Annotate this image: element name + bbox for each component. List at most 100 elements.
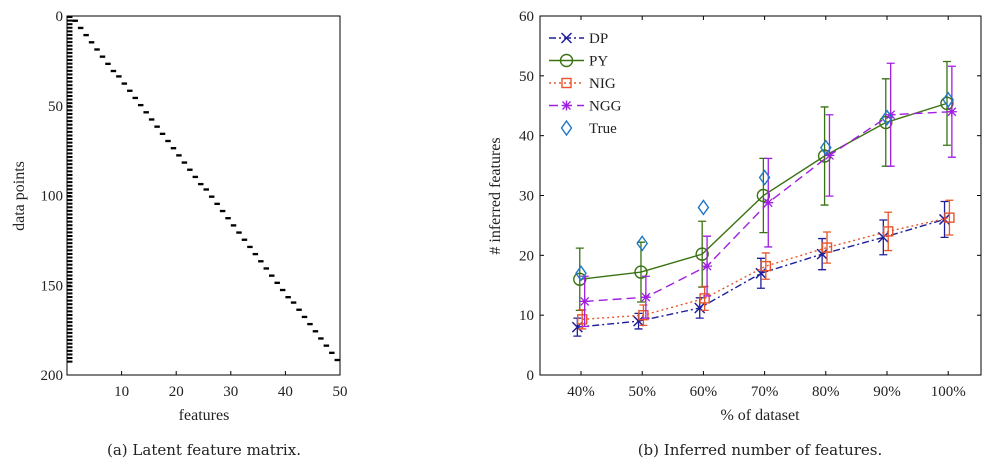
matrix-cell xyxy=(198,182,204,186)
data-point xyxy=(638,309,649,321)
matrix-cell xyxy=(67,263,73,266)
data-point xyxy=(883,226,894,237)
matrix-cell xyxy=(67,217,73,220)
matrix-cell xyxy=(67,252,73,255)
legend-item-py: PY xyxy=(549,54,608,70)
latent-feature-matrix-panel: 10 20 30 40 50 0 50 100 150 200 features data po… xyxy=(11,9,348,459)
x-tick-label: 40% xyxy=(567,384,595,400)
matrix-cell xyxy=(230,224,237,227)
matrix-cell xyxy=(241,238,248,241)
matrix-cell xyxy=(67,270,73,273)
matrix-x-ticks: 10 20 30 40 50 xyxy=(114,371,348,400)
matrix-cell xyxy=(88,41,95,44)
matrix-cell xyxy=(67,181,73,184)
matrix-cell xyxy=(83,33,89,37)
series-true xyxy=(575,91,955,282)
legend-label: DP xyxy=(589,31,608,47)
matrix-cell xyxy=(258,260,264,263)
data-point xyxy=(640,292,651,303)
matrix-cell xyxy=(67,342,73,345)
matrix-cell xyxy=(67,274,73,277)
matrix-cell xyxy=(67,231,73,234)
matrix-cell xyxy=(67,163,73,166)
data-point xyxy=(575,265,587,282)
matrix-cell xyxy=(67,112,73,115)
matrix-cell xyxy=(208,195,215,198)
x-tick-label: 10 xyxy=(114,384,129,400)
matrix-cell xyxy=(67,328,73,331)
matrix-cell xyxy=(67,288,73,291)
matrix-cell xyxy=(67,299,73,302)
matrix-cell xyxy=(137,103,144,107)
matrix-cell xyxy=(67,109,73,112)
matrix-cell xyxy=(67,98,73,101)
data-point xyxy=(636,235,649,252)
matrix-cell xyxy=(148,118,155,121)
matrix-x-label: features xyxy=(179,407,230,424)
legend-marker xyxy=(560,32,573,44)
matrix-cell xyxy=(67,188,73,191)
matrix-cell xyxy=(67,69,73,72)
legend-label: NGG xyxy=(589,99,622,115)
matrix-cell xyxy=(67,55,73,58)
matrix-cell xyxy=(67,195,73,198)
matrix-cell xyxy=(67,249,73,252)
matrix-cell xyxy=(247,245,253,249)
matrix-cell xyxy=(219,209,226,213)
plot-x-ticks: 40% 50% 60% 70% 80% 90% 100% xyxy=(567,16,966,400)
matrix-cell xyxy=(67,278,73,281)
inferred-features-panel: 0 10 20 30 40 50 60 40% 50% 60% 70% 80% 90% 100% DP P… xyxy=(487,9,982,459)
y-tick-label: 0 xyxy=(56,9,64,25)
matrix-cell xyxy=(274,281,280,284)
legend-marker xyxy=(561,100,572,111)
matrix-cell xyxy=(67,94,73,97)
matrix-cell xyxy=(67,152,73,155)
series-dp xyxy=(571,200,951,337)
plot-series xyxy=(571,60,957,337)
matrix-cell xyxy=(67,256,73,259)
matrix-cell xyxy=(67,177,73,180)
matrix-cell xyxy=(67,224,73,227)
error-bar xyxy=(945,199,954,236)
data-point xyxy=(573,272,587,286)
matrix-cell xyxy=(67,360,73,363)
data-point xyxy=(881,109,893,126)
legend-label: NIG xyxy=(589,76,616,92)
y-tick-label: 20 xyxy=(519,248,534,264)
data-point xyxy=(821,242,833,253)
matrix-cell xyxy=(67,19,73,22)
matrix-cell xyxy=(67,285,73,288)
data-point xyxy=(819,139,832,156)
matrix-cell xyxy=(67,267,73,270)
matrix-cell xyxy=(67,357,73,360)
data-point xyxy=(940,96,954,111)
matrix-cell xyxy=(67,310,73,313)
matrix-cell xyxy=(269,274,275,277)
matrix-cell xyxy=(127,89,133,92)
series-nig xyxy=(577,199,955,330)
matrix-cell xyxy=(67,26,73,29)
matrix-cell xyxy=(67,170,73,173)
matrix-cell xyxy=(143,111,149,114)
matrix-cell xyxy=(67,156,73,159)
matrix-cell xyxy=(290,301,297,304)
matrix-cell xyxy=(252,252,259,256)
data-point xyxy=(942,91,955,108)
matrix-cell xyxy=(67,127,73,130)
x-tick-label: 60% xyxy=(690,384,718,400)
matrix-cell xyxy=(99,55,106,58)
matrix-cell xyxy=(203,188,209,191)
matrix-cell xyxy=(67,134,73,137)
matrix-cell xyxy=(225,217,231,220)
matrix-cell xyxy=(159,132,166,136)
legend-marker xyxy=(561,77,572,89)
matrix-cell xyxy=(67,37,73,40)
matrix-cell xyxy=(67,44,73,47)
matrix-cell xyxy=(72,19,78,22)
legend-label: PY xyxy=(589,54,608,70)
matrix-cell xyxy=(67,245,73,248)
y-tick-label: 50 xyxy=(48,99,63,115)
y-tick-label: 40 xyxy=(519,129,534,145)
matrix-cell xyxy=(67,87,73,90)
